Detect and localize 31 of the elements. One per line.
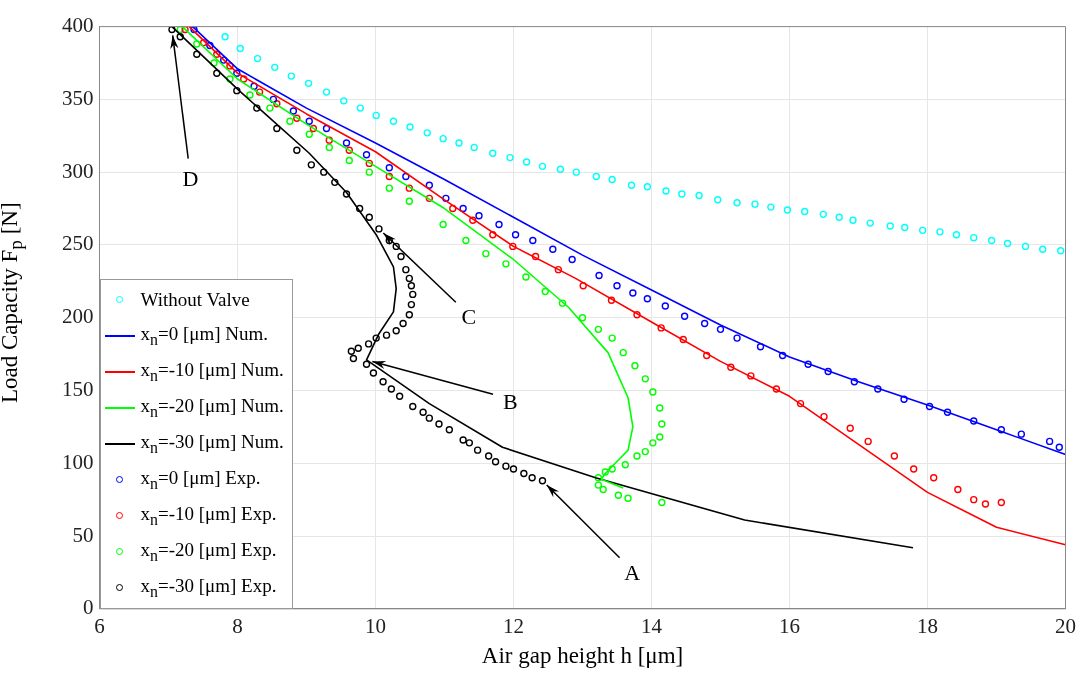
annotation: D <box>182 166 199 192</box>
x-tick-label: 12 <box>503 613 524 638</box>
y-tick-label: 400 <box>62 13 94 38</box>
y-tick-label: 350 <box>62 85 94 110</box>
x-axis-title: Air gap height h [μm] <box>480 642 685 669</box>
x-tick-label: 16 <box>779 613 800 638</box>
x-tick-label: 14 <box>641 613 663 638</box>
x-tick-label: 6 <box>94 613 105 638</box>
y-tick-label: 100 <box>62 449 94 474</box>
legend-label: x$_{n}$=-20 [μm] Num. <box>140 395 284 420</box>
y-tick-label: 150 <box>62 376 94 401</box>
x-tick-label: 18 <box>917 613 938 638</box>
x-tick-label: 10 <box>365 613 386 638</box>
legend-label: x$_{n}$=-10 [μm] Num. <box>140 359 284 384</box>
legend-label: x$_{n}$=-10 [μm] Exp. <box>140 503 277 528</box>
annotation: A <box>624 560 641 586</box>
annotation: B <box>503 388 518 414</box>
y-tick-label: 0 <box>83 595 94 620</box>
legend-label: Without Valve <box>140 289 250 311</box>
x-tick-label: 8 <box>232 613 243 638</box>
legend-label: x$_{n}$=-20 [μm] Exp. <box>140 539 277 564</box>
y-tick-label: 200 <box>62 304 94 329</box>
y-tick-label: 250 <box>62 231 94 256</box>
y-tick-label: 50 <box>72 522 94 547</box>
legend-label: x$_{n}$=-30 [μm] Exp. <box>140 575 277 600</box>
x-tick-label: 20 <box>1055 613 1076 638</box>
annotation: C <box>461 304 477 330</box>
legend-label: x$_{n}$=0 [μm] Num. <box>140 323 269 348</box>
legend-label: x$_{n}$=0 [μm] Exp. <box>140 467 261 492</box>
legend-label: x$_{n}$=-30 [μm] Num. <box>140 431 284 456</box>
y-tick-label: 300 <box>62 158 94 183</box>
